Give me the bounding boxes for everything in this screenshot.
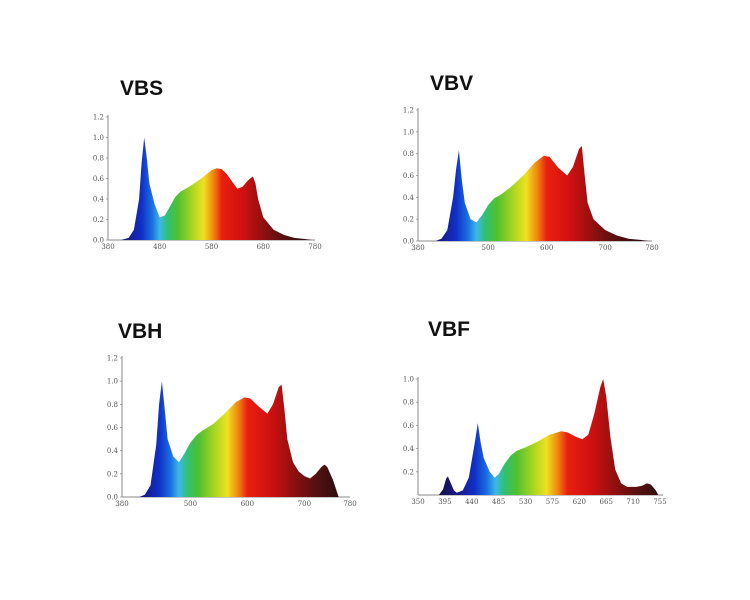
y-tick-label: 0.6 xyxy=(107,424,119,432)
y-tick-label: 0.4 xyxy=(107,447,119,455)
y-tick-label: 1.0 xyxy=(403,376,414,384)
x-tick-label: 500 xyxy=(184,500,197,508)
x-tick-label: 665 xyxy=(600,498,613,506)
x-tick-label: 600 xyxy=(241,500,254,508)
spectrum-area xyxy=(127,381,339,497)
x-tick-label: 575 xyxy=(546,498,559,506)
x-tick-label: 380 xyxy=(101,243,114,251)
y-tick-label: 0.0 xyxy=(93,237,104,245)
x-tick-label: 780 xyxy=(343,500,356,508)
x-tick-label: 755 xyxy=(653,498,666,506)
x-tick-label: 380 xyxy=(115,500,128,508)
x-tick-label: 700 xyxy=(599,244,612,252)
spectrum-area xyxy=(438,379,659,495)
y-tick-label: 0.6 xyxy=(403,172,415,180)
y-tick-label: 1.2 xyxy=(403,107,414,115)
y-tick-label: 0.8 xyxy=(403,399,414,407)
x-tick-label: 600 xyxy=(540,244,553,252)
y-tick-label: 1.2 xyxy=(93,114,104,122)
chart-title-vbh: VBH xyxy=(118,320,163,343)
y-tick-label: 0.0 xyxy=(403,238,414,246)
y-tick-label: 0.4 xyxy=(403,194,415,202)
y-tick-label: 0.2 xyxy=(403,468,414,476)
y-tick-label: 0.4 xyxy=(93,196,105,204)
y-tick-label: 0.8 xyxy=(107,401,118,409)
x-tick-label: 710 xyxy=(626,498,639,506)
x-tick-label: 350 xyxy=(411,498,424,506)
x-tick-label: 440 xyxy=(465,498,478,506)
y-tick-label: 0.2 xyxy=(93,216,104,224)
x-tick-label: 780 xyxy=(308,243,321,251)
y-tick-label: 1.0 xyxy=(93,134,104,142)
y-tick-label: 0.8 xyxy=(403,150,414,158)
y-tick-label: 0.6 xyxy=(403,422,415,430)
x-tick-label: 580 xyxy=(205,243,218,251)
y-tick-label: 0.0 xyxy=(107,494,118,502)
x-tick-label: 380 xyxy=(411,244,424,252)
x-tick-label: 530 xyxy=(519,498,532,506)
x-tick-label: 620 xyxy=(573,498,586,506)
y-tick-label: 0.4 xyxy=(403,445,415,453)
y-tick-label: 0.6 xyxy=(93,175,105,183)
x-tick-label: 485 xyxy=(492,498,505,506)
spectrum-area xyxy=(423,146,650,241)
y-tick-label: 0.2 xyxy=(403,216,414,224)
chart-title-vbv: VBV xyxy=(430,72,474,95)
x-tick-label: 780 xyxy=(645,244,658,252)
x-tick-label: 680 xyxy=(257,243,270,251)
y-tick-label: 1.2 xyxy=(107,355,118,363)
chart-title-vbf: VBF xyxy=(428,318,470,341)
y-tick-label: 1.0 xyxy=(107,378,118,386)
x-tick-label: 500 xyxy=(482,244,495,252)
x-tick-label: 395 xyxy=(438,498,451,506)
x-tick-label: 480 xyxy=(153,243,166,251)
y-tick-label: 0.2 xyxy=(107,470,118,478)
y-tick-label: 1.0 xyxy=(403,128,414,136)
y-tick-label: 0.8 xyxy=(93,155,104,163)
spectrum-area xyxy=(113,137,313,240)
chart-title-vbs: VBS xyxy=(120,77,164,100)
x-tick-label: 700 xyxy=(298,500,311,508)
